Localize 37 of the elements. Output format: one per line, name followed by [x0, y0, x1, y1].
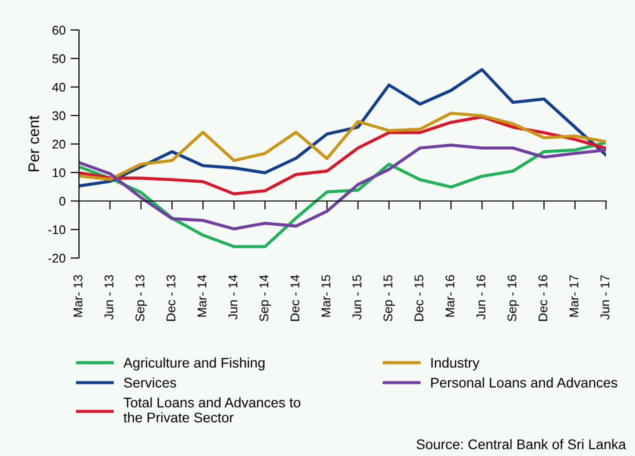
x-tick-label: Dec - 13	[166, 275, 176, 321]
x-tick-label: Sep - 16	[508, 275, 519, 322]
x-tick-label: Sep - 14	[260, 274, 271, 322]
x-tick-label: Jun - 13	[104, 275, 114, 320]
y-tick-label: 40	[52, 82, 66, 92]
x-tick-label: Mar- 15	[322, 275, 330, 317]
x-tick-label: Dec - 16	[538, 275, 548, 321]
line-series	[79, 115, 606, 196]
legend-label: Personal Loans and Advances	[431, 377, 618, 388]
x-tick-label: Jun - 15	[352, 275, 362, 320]
y-tick-label: 10	[52, 168, 66, 178]
y-axis-title: Per cent	[28, 116, 40, 172]
line-series	[79, 112, 606, 181]
x-tick-label: Sep - 13	[136, 275, 147, 322]
x-tick-label: Mar- 16	[446, 275, 454, 317]
y-tick-label: 50	[52, 54, 66, 64]
x-tick-label: Mar- 13	[74, 275, 82, 317]
legend-label: Services	[124, 377, 176, 388]
legend-label: Agriculture and Fishing	[123, 358, 264, 370]
y-tick-label: 30	[52, 111, 66, 120]
x-tick-label: Dec - 15	[414, 275, 424, 321]
y-tick-label: 20	[52, 140, 66, 149]
x-tick-label: Mar- 17	[570, 275, 578, 317]
x-tick-label: Sep - 15	[384, 275, 395, 322]
x-tick-label: Dec - 14	[290, 274, 300, 321]
x-tick-label: Mar- 14	[198, 274, 206, 317]
x-tick-label: Jun - 17	[600, 275, 610, 320]
x-tick-label: Jun - 16	[476, 275, 486, 320]
y-tick-label: 0	[59, 196, 66, 206]
legend-label: Industry	[431, 358, 480, 370]
line-series	[79, 68, 606, 188]
source-note: Source: Central Bank of Sri Lanka	[416, 439, 626, 450]
legend-label: Total Loans and Advances to the Private Sector	[124, 397, 300, 422]
x-tick-label: Jun - 14	[228, 274, 238, 320]
y-tick-label: -10	[48, 225, 66, 234]
y-tick-label: 60	[52, 26, 66, 35]
y-tick-label: -20	[48, 254, 66, 263]
